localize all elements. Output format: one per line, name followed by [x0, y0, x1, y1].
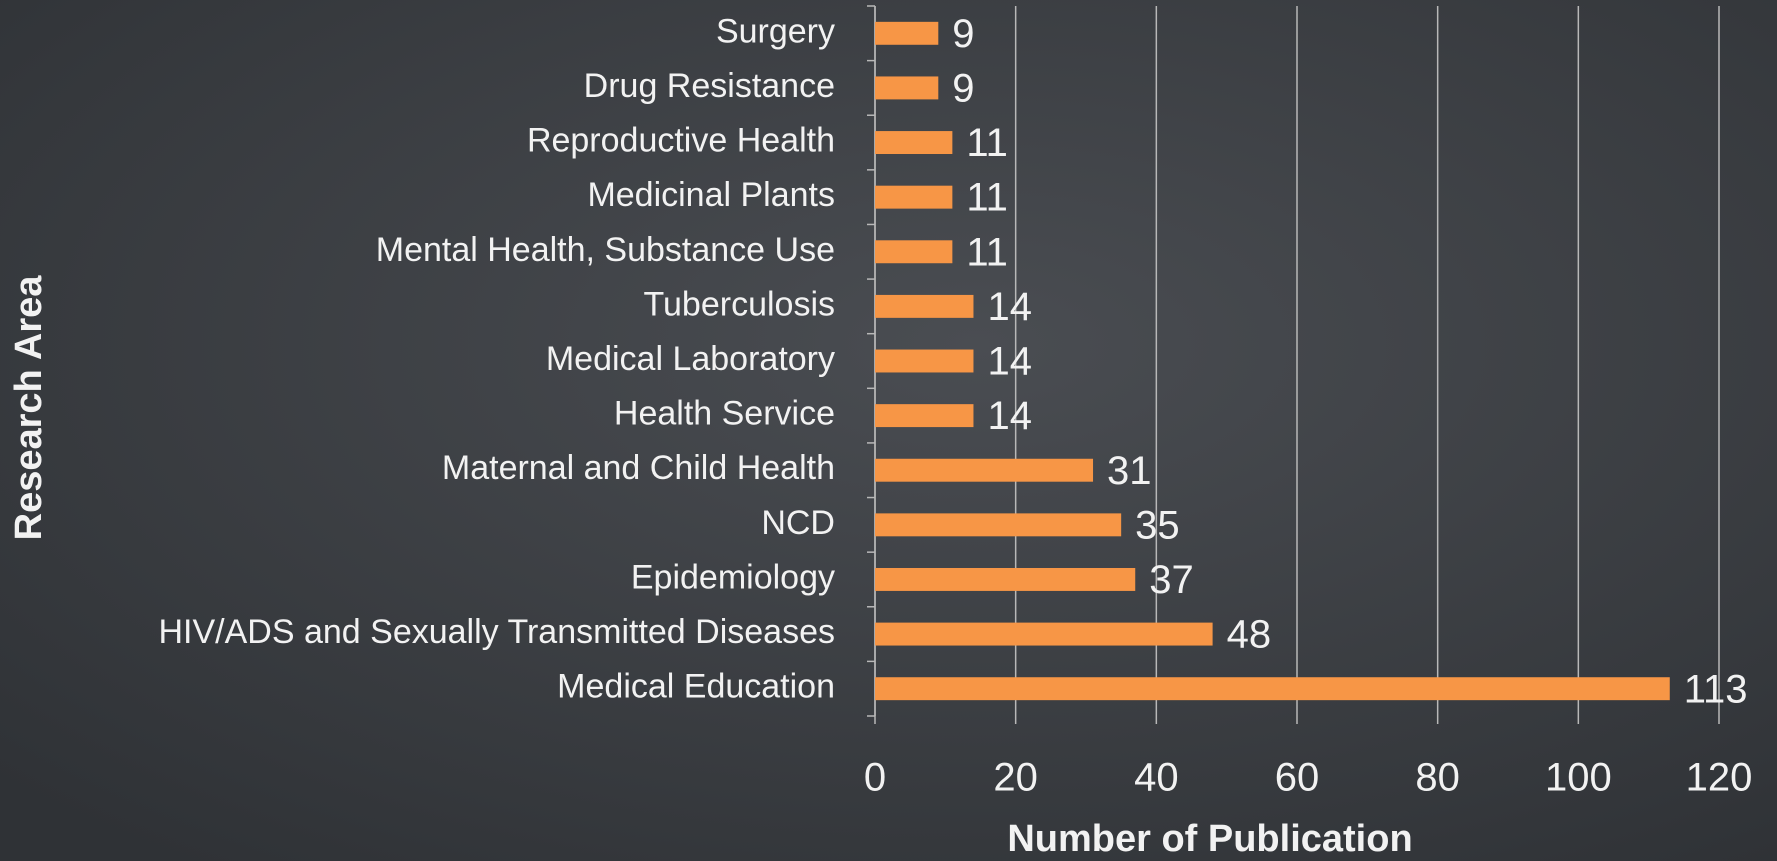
bar	[875, 622, 1213, 646]
x-tick-label: 100	[1545, 756, 1612, 800]
y-tick-label: NCD	[761, 504, 835, 542]
x-tick-label: 60	[1275, 756, 1320, 800]
y-tick-label: Health Service	[614, 395, 835, 433]
bar	[875, 677, 1670, 701]
bar	[875, 240, 953, 264]
value-label: 31	[1107, 449, 1152, 493]
bar	[875, 76, 939, 100]
x-tick-label: 40	[1134, 756, 1179, 800]
y-tick-label: Tuberculosis	[644, 285, 835, 323]
value-label: 11	[966, 176, 1008, 220]
value-label: 9	[952, 12, 974, 56]
bar	[875, 458, 1094, 482]
value-label: 14	[987, 340, 1032, 384]
x-tick-label: 20	[993, 756, 1038, 800]
y-tick-label: HIV/ADS and Sexually Transmitted Disease…	[158, 613, 835, 651]
x-tick-label: 80	[1415, 756, 1460, 800]
bar	[875, 185, 953, 209]
x-axis-title: Number of Publication	[1007, 818, 1412, 860]
value-label: 11	[966, 230, 1008, 274]
value-label: 35	[1135, 503, 1180, 547]
y-tick-label: Medicinal Plants	[587, 176, 835, 214]
bar	[875, 404, 974, 428]
y-tick-label: Mental Health, Substance Use	[376, 231, 835, 269]
value-label: 48	[1227, 613, 1272, 657]
y-axis-title: Research Area	[8, 275, 50, 541]
value-label: 14	[987, 285, 1032, 329]
y-tick-label: Epidemiology	[631, 558, 835, 596]
x-tick-label: 120	[1686, 756, 1753, 800]
x-tick-label: 0	[864, 756, 886, 800]
value-label: 11	[966, 121, 1008, 165]
bar	[875, 567, 1136, 591]
value-label: 113	[1684, 667, 1748, 711]
value-label: 37	[1149, 558, 1194, 602]
y-tick-label: Reproductive Health	[527, 122, 835, 160]
y-tick-label: Surgery	[716, 12, 835, 50]
y-tick-label: Maternal and Child Health	[442, 449, 835, 487]
bar	[875, 349, 974, 373]
y-tick-label: Medical Laboratory	[546, 340, 835, 378]
bar	[875, 294, 974, 318]
bar	[875, 21, 939, 45]
value-label: 14	[987, 394, 1032, 438]
bar	[875, 131, 953, 155]
value-label: 9	[952, 66, 974, 110]
y-tick-label: Drug Resistance	[584, 67, 835, 105]
y-tick-label: Medical Education	[557, 668, 835, 706]
bar	[875, 513, 1122, 537]
